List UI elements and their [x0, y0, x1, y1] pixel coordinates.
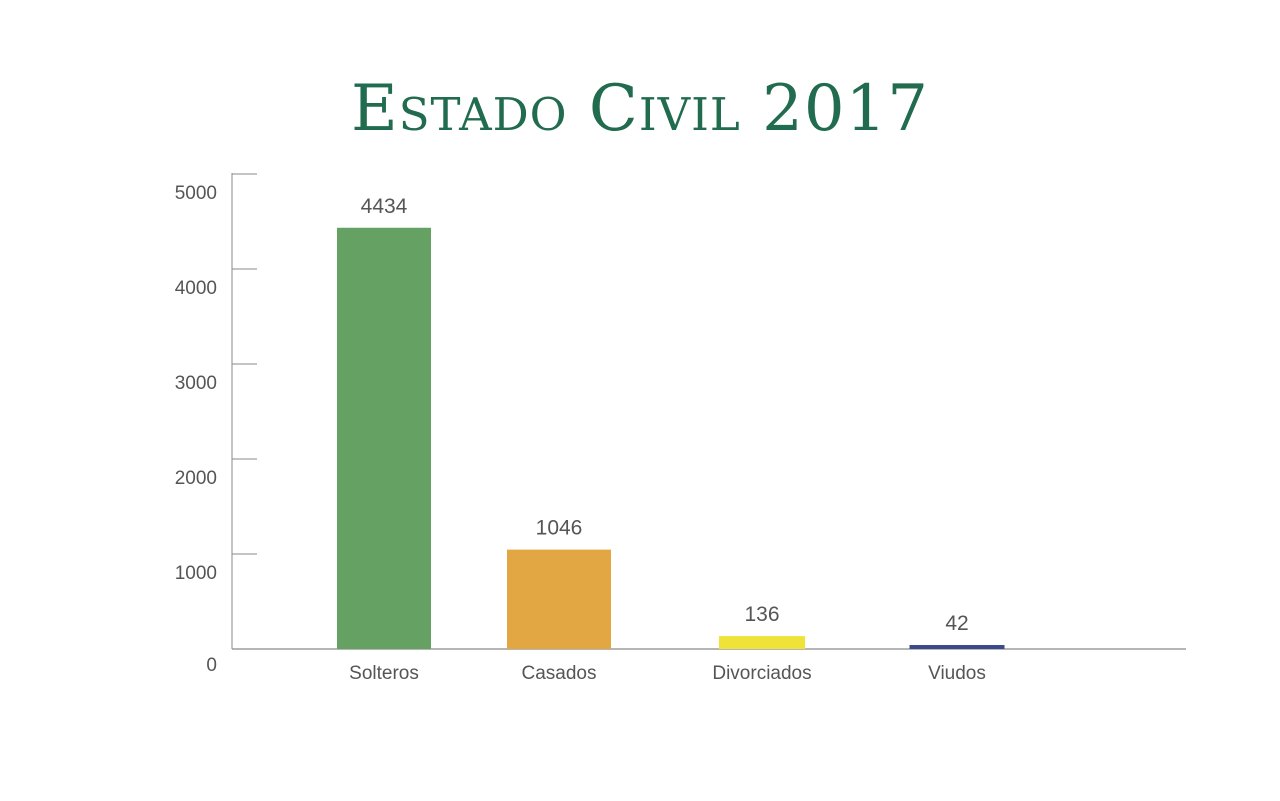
x-tick-label-viudos: Viudos	[928, 663, 986, 684]
y-axis-ticks: 0 1000 2000 3000 4000 5000	[175, 173, 257, 676]
y-tick-label: 2000	[175, 468, 217, 489]
data-label-casados: 1046	[536, 517, 583, 540]
data-label-divorciados: 136	[744, 603, 779, 626]
bars: 4434 Solteros 1046 Casados 136 Divorciados 42 V…	[337, 195, 1005, 684]
bar-divorciados	[719, 636, 805, 649]
x-tick-label-divorciados: Divorciados	[712, 663, 811, 684]
y-tick-label: 4000	[175, 278, 217, 299]
data-label-solteros: 4434	[361, 195, 408, 218]
chart-title: Estado Civil 2017	[350, 72, 930, 146]
y-tick-label: 1000	[175, 563, 217, 584]
bar-casados	[507, 549, 611, 649]
y-tick-label: 5000	[175, 183, 217, 204]
y-tick-label: 3000	[175, 373, 217, 394]
x-tick-label-solteros: Solteros	[349, 663, 419, 684]
bar-viudos	[909, 645, 1005, 649]
bar-solteros	[337, 227, 431, 649]
x-tick-label-casados: Casados	[522, 663, 597, 684]
y-tick-label: 0	[206, 655, 217, 676]
data-label-viudos: 42	[945, 612, 968, 635]
